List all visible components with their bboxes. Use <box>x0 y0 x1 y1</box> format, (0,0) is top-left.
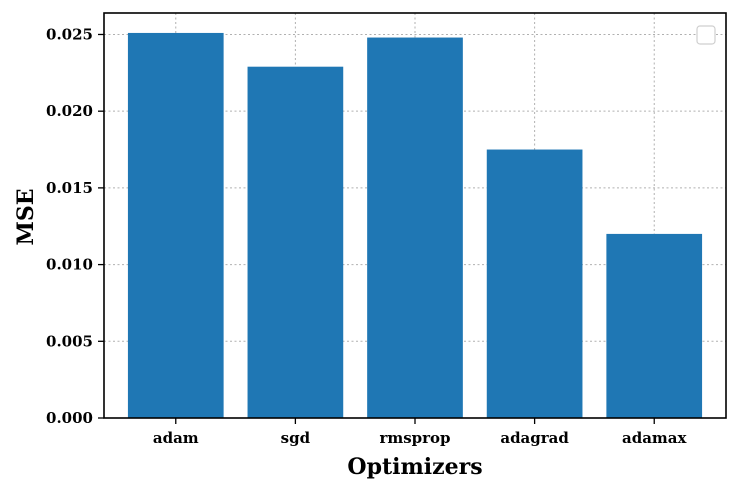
x-tick-label: adagrad <box>500 429 569 447</box>
bar-sgd <box>247 66 344 419</box>
y-tick-label: 0.010 <box>46 256 93 274</box>
legend-box <box>696 25 716 45</box>
x-tick-label: adamax <box>622 429 688 447</box>
x-axis-label: Optimizers <box>347 454 482 480</box>
y-tick-label: 0.005 <box>46 332 93 350</box>
bars <box>127 32 703 419</box>
axis-ticks: adam sgd rmsprop adagrad adamax 0.000 0.005 0.0… <box>46 25 687 447</box>
y-axis-label: MSE <box>13 188 39 245</box>
x-tick-label: sgd <box>281 429 311 447</box>
bar-adamax <box>606 233 703 418</box>
y-tick-label: 0.020 <box>46 102 93 120</box>
bar-adam <box>127 32 224 419</box>
y-tick-label: 0.015 <box>46 179 93 197</box>
bar-adagrad <box>486 149 583 418</box>
x-tick-label: rmsprop <box>379 429 450 447</box>
y-tick-label: 0.025 <box>46 25 93 43</box>
x-tick-label: adam <box>153 429 199 447</box>
y-tick-label: 0.000 <box>46 409 93 427</box>
legend <box>696 25 716 45</box>
bar-rmsprop <box>367 37 463 418</box>
